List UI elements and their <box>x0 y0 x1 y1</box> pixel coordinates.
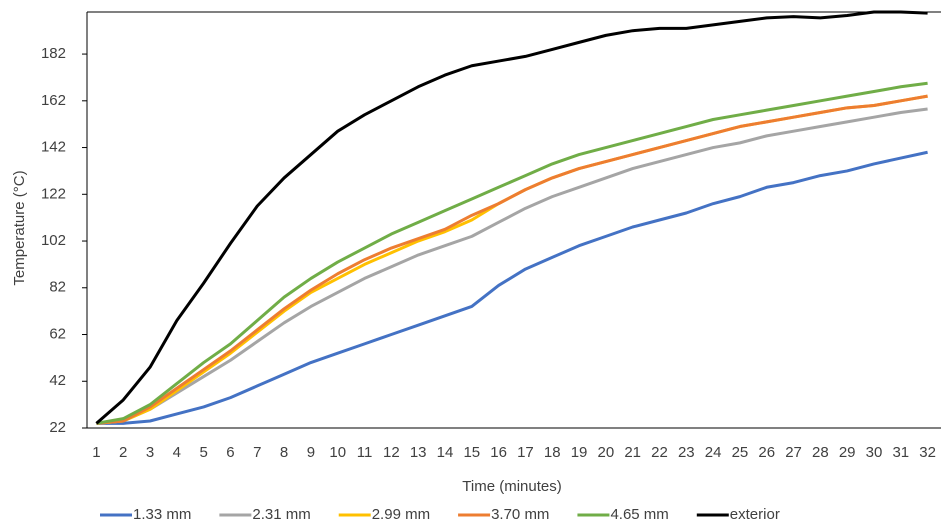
x-tick-label: 32 <box>919 444 936 461</box>
legend-label: exterior <box>730 506 780 523</box>
y-tick-label: 62 <box>49 325 66 342</box>
series-line <box>96 107 928 425</box>
x-tick-label: 23 <box>678 444 695 461</box>
x-tick-label: 30 <box>866 444 883 461</box>
x-tick-label: 2 <box>119 444 127 461</box>
series-line <box>96 150 928 425</box>
x-tick-label: 10 <box>329 444 346 461</box>
x-axis-title: Time (minutes) <box>462 478 561 495</box>
x-tick-label: 29 <box>839 444 856 461</box>
x-tick-label: 4 <box>173 444 181 461</box>
x-tick-label: 9 <box>307 444 315 461</box>
legend-label: 2.31 mm <box>252 506 310 523</box>
y-tick-label: 142 <box>41 139 66 156</box>
x-tick-label: 17 <box>517 444 534 461</box>
x-tick-label: 6 <box>226 444 234 461</box>
x-tick-label: 22 <box>651 444 668 461</box>
x-tick-label: 19 <box>571 444 588 461</box>
x-tick-label: 5 <box>199 444 207 461</box>
series-line <box>95 10 928 425</box>
y-tick-label: 102 <box>41 232 66 249</box>
legend-label: 1.33 mm <box>133 506 191 523</box>
x-tick-label: 13 <box>410 444 427 461</box>
y-tick-label: 182 <box>41 45 66 62</box>
y-tick-label: 42 <box>49 372 66 389</box>
legend-label: 2.99 mm <box>372 506 430 523</box>
x-tick-label: 3 <box>146 444 154 461</box>
x-tick-label: 28 <box>812 444 829 461</box>
y-tick-label: 162 <box>41 92 66 109</box>
x-tick-label: 15 <box>463 444 480 461</box>
x-tick-label: 14 <box>437 444 454 461</box>
series-line <box>96 81 928 425</box>
x-tick-label: 11 <box>357 444 373 461</box>
x-tick-label: 20 <box>598 444 615 461</box>
x-tick-label: 26 <box>758 444 775 461</box>
x-tick-label: 25 <box>732 444 749 461</box>
series-line <box>96 94 928 425</box>
x-tick-label: 31 <box>892 444 909 461</box>
y-tick-label: 122 <box>41 185 66 202</box>
x-tick-label: 7 <box>253 444 261 461</box>
x-tick-label: 27 <box>785 444 802 461</box>
legend-label: 4.65 mm <box>610 506 668 523</box>
x-tick-label: 21 <box>624 444 641 461</box>
y-tick-label: 22 <box>49 419 66 436</box>
x-tick-label: 24 <box>705 444 722 461</box>
legend-label: 3.70 mm <box>491 506 549 523</box>
y-axis-title: Temperature (°C) <box>11 170 28 285</box>
x-tick-label: 12 <box>383 444 400 461</box>
x-tick-label: 8 <box>280 444 288 461</box>
x-tick-label: 18 <box>544 444 561 461</box>
x-tick-label: 16 <box>490 444 507 461</box>
y-tick-label: 82 <box>49 279 66 296</box>
x-tick-label: 1 <box>92 444 100 461</box>
